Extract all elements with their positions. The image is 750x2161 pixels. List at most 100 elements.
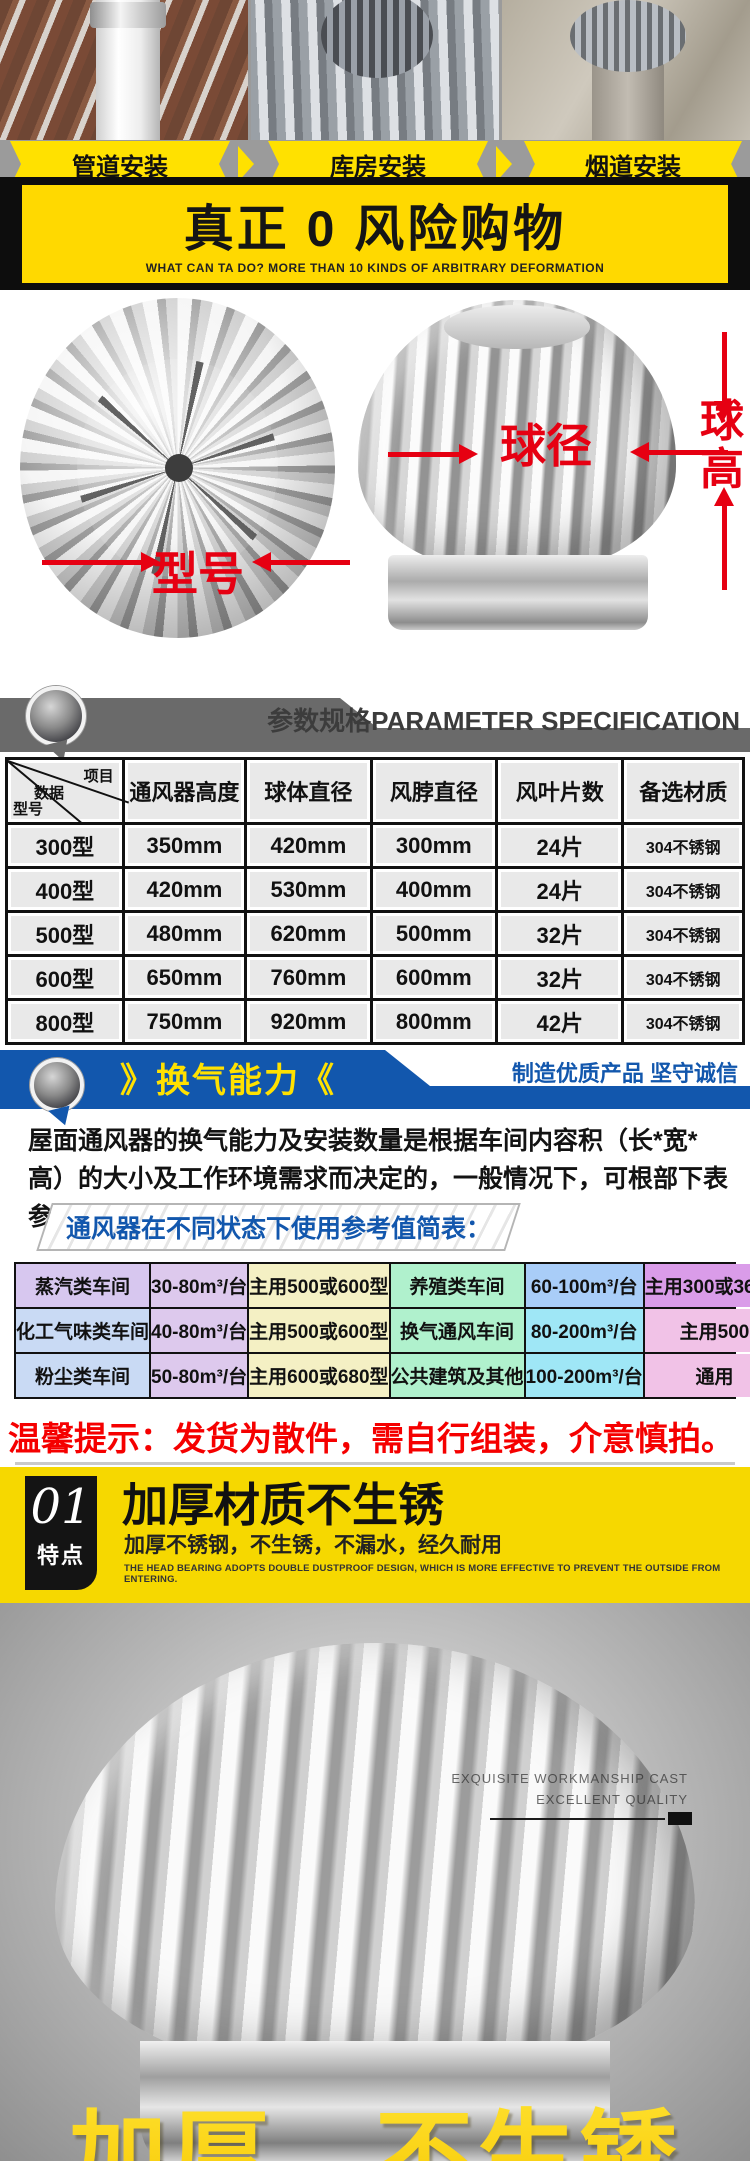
feature-english-caption: THE HEAD BEARING ADOPTS DOUBLE DUSTPROOF… [124,1563,721,1585]
spec-header: 球体直径 [247,760,370,822]
diameter-arrow-right [388,444,478,464]
ball-height-label: 球高 [700,397,744,494]
risk-banner: 真正 0 风险购物 WHAT CAN TA DO? MORE THAN 10 K… [0,177,750,290]
turbine-ventilator-image [570,0,686,72]
risk-banner-inner: 真正 0 风险购物 WHAT CAN TA DO? MORE THAN 10 K… [22,185,728,283]
spec-table: 项目 数据 型号 通风器高度 球体直径 风脖直径 风叶片数 备选材质 300型 … [5,757,745,1045]
spec-cell: 24片 [498,869,622,910]
spec-cell: 400型 [8,869,122,910]
feature-title: 加厚材质不生锈 [122,1479,444,1531]
turbine-dome-image [55,1643,695,2073]
spec-cell: 42片 [498,1001,622,1042]
spec-cell: 750mm [124,1001,245,1042]
turbine-base [388,555,648,630]
spec-cell: 304不锈钢 [624,1001,742,1042]
corner-label-data: 数据 [34,785,65,802]
capacity-cell: 60-100m³/台 [525,1264,643,1307]
capacity-table-label: 通风器在不同状态下使用参考值简表： [36,1203,521,1251]
spec-cell: 600mm [372,957,496,998]
spec-cell: 24片 [498,825,622,866]
capacity-cell: 100-200m³/台 [525,1354,643,1397]
photo-duct-install [0,0,248,140]
watermark-line2: EXCELLENT QUALITY [536,1791,688,1807]
capacity-cell: 公共建筑及其他 [390,1354,524,1397]
spec-cell: 32片 [498,957,622,998]
capacity-cell: 主用500 [644,1309,750,1352]
spec-cell: 650mm [124,957,245,998]
capacity-cell: 50-80m³/台 [151,1354,248,1397]
model-label: 型号 [152,548,244,600]
spec-header: 备选材质 [624,760,742,822]
capacity-cell: 通用 [644,1354,750,1397]
model-arrow-left [252,552,350,572]
spec-cell: 620mm [247,913,370,954]
warm-tip-text: 温馨提示：发货为散件，需自行组装，介意慎拍。 [8,1420,734,1457]
capacity-cell: 主用300或360型 [644,1264,750,1307]
capacity-cell: 40-80m³/台 [151,1309,248,1352]
watermark-block [668,1812,692,1825]
height-arrow-down [714,332,734,420]
turbine-front-image [20,298,335,638]
spec-cell: 304不锈钢 [624,825,742,866]
turbine-base-image [140,2041,610,2161]
watermark-text: EXQUISITE WORKMANSHIP CAST EXCELLENT QUA… [451,1769,688,1811]
photo-flue-install [502,0,750,140]
capacity-cell: 化工气味类车间 [16,1309,150,1352]
feature-number-box: 01 特点 [25,1476,97,1590]
capacity-table: 蒸汽类车间 30-80m³/台 主用500或600型 养殖类车间 60-100m… [14,1262,750,1399]
capacity-cell: 主用600或680型 [249,1354,389,1397]
risk-banner-subtitle: WHAT CAN TA DO? MORE THAN 10 KINDS OF AR… [145,261,605,275]
spec-cell: 480mm [124,913,245,954]
install-photos-section: 管道安装 库房安装 烟道安装 [0,0,750,187]
divider-line [15,1462,735,1465]
feature-badge: 特点 [36,1543,85,1568]
ball-diameter-label: 球径 [500,420,592,472]
capacity-cell: 养殖类车间 [390,1264,524,1307]
spec-cell: 400mm [372,869,496,910]
spec-header: 风脖直径 [372,760,496,822]
spec-cell: 800mm [372,1001,496,1042]
spec-cell: 760mm [247,957,370,998]
spec-cell: 304不锈钢 [624,869,742,910]
spec-corner-cell: 项目 数据 型号 [6,760,130,825]
capacity-table-label-text: 通风器在不同状态下使用参考值简表： [66,1215,492,1243]
capacity-paragraph: 屋面通风器的换气能力及安装数量是根据车间内容积（长*宽*高）的大小及工作环境需求… [28,1127,729,1231]
turbine-side-image [358,300,676,570]
capacity-cell: 80-200m³/台 [525,1309,643,1352]
capacity-cell: 换气通风车间 [390,1309,524,1352]
product-pin-icon [30,1058,84,1112]
feature-banner: 01 特点 加厚材质不生锈 加厚不锈钢，不生锈，不漏水，经久耐用 THE HEA… [0,1467,750,1603]
chimney-pipe-image [90,0,166,140]
product-pin-icon [26,686,86,746]
turbine-ventilator-image [321,0,433,78]
diameter-arrow-left [630,442,728,462]
spec-cell: 350mm [124,825,245,866]
big-product-photo: EXQUISITE WORKMANSHIP CAST EXCELLENT QUA… [0,1603,750,2161]
risk-banner-title: 真正 0 风险购物 [183,201,567,257]
quality-slogan: 制造优质产品 坚守诚信 [511,1061,738,1086]
capacity-cell: 主用500或600型 [249,1264,389,1307]
photo-warehouse-install [251,0,499,140]
spec-cell: 920mm [247,1001,370,1042]
model-arrow-right [42,552,160,572]
spec-cell: 300mm [372,825,496,866]
feature-number: 01 [30,1479,92,1535]
feature-subtitle: 加厚不锈钢，不生锈，不漏水，经久耐用 [124,1534,502,1557]
spec-cell: 500mm [372,913,496,954]
spec-cell: 800型 [8,1001,122,1042]
photo-overlay-headline: 加厚、不生锈 [69,2077,681,2161]
param-section-title: 参数规格PARAMETER SPECIFICATION [267,706,740,736]
spec-cell: 304不锈钢 [624,913,742,954]
spec-cell: 500型 [8,913,122,954]
turbine-hub [164,454,193,483]
annotated-product-section: 球径 球高 型号 [0,290,750,690]
capacity-cell: 30-80m³/台 [151,1264,248,1307]
watermark-rule [490,1818,665,1820]
param-header-strip [0,728,750,752]
capacity-cell: 粉尘类车间 [16,1354,150,1397]
capacity-section-title: 》换气能力《 [120,1062,336,1100]
capacity-cell: 主用500或600型 [249,1309,389,1352]
spec-cell: 530mm [247,869,370,910]
capacity-cell: 蒸汽类车间 [16,1264,150,1307]
